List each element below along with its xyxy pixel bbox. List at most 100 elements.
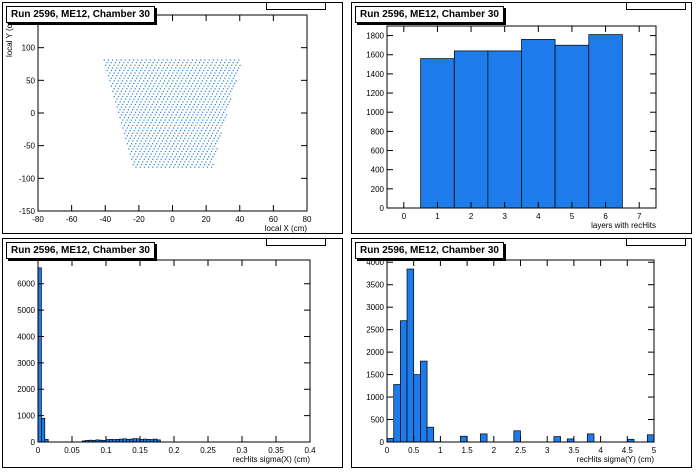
scatter-point: [192, 161, 194, 163]
scatter-point: [210, 88, 212, 90]
scatter-point: [221, 98, 223, 100]
scatter-point: [140, 77, 142, 79]
scatter-point: [143, 88, 145, 90]
scatter-point: [158, 137, 161, 139]
scatter-point: [192, 130, 194, 132]
scatter-point: [182, 156, 185, 158]
scatter-point: [164, 88, 166, 90]
scatter-point: [188, 153, 190, 155]
scatter-point: [196, 153, 199, 155]
scatter-point: [146, 98, 148, 100]
scatter-point: [191, 59, 193, 61]
scatter-point: [232, 62, 234, 64]
scatter-point: [144, 124, 146, 126]
scatter-point: [119, 77, 121, 79]
scatter-point: [141, 106, 143, 108]
scatter-point: [160, 150, 162, 153]
scatter-point: [229, 67, 231, 69]
scatter-point: [184, 161, 186, 163]
scatter-point: [153, 132, 155, 134]
y-tick-label: 0: [380, 438, 385, 447]
scatter-point: [109, 80, 111, 82]
scatter-point: [181, 166, 183, 168]
scatter-point: [198, 150, 200, 153]
scatter-point: [193, 111, 195, 113]
scatter-point: [150, 82, 152, 85]
scatter-point: [235, 80, 237, 82]
scatter-point: [212, 116, 214, 119]
scatter-point: [163, 161, 165, 163]
scatter-point: [147, 96, 149, 98]
scatter-point: [164, 166, 166, 168]
scatter-point: [196, 114, 198, 116]
scatter-point: [176, 103, 178, 106]
scatter-point: [215, 62, 217, 64]
scatter-point: [126, 127, 128, 129]
scatter-point: [163, 122, 165, 124]
scatter-point: [195, 148, 197, 150]
scatter-point: [228, 101, 230, 103]
scatter-point: [200, 114, 202, 116]
scatter-point: [145, 67, 147, 69]
scatter-point: [210, 64, 212, 66]
scatter-point: [147, 64, 149, 66]
scatter-point: [193, 119, 195, 121]
scatter-point: [171, 122, 173, 124]
scatter-point: [197, 72, 199, 74]
scatter-point: [159, 153, 161, 155]
scatter-point: [162, 67, 164, 69]
scatter-point: [170, 67, 173, 69]
scatter-point: [148, 69, 150, 72]
scatter-point: [182, 85, 184, 87]
scatter-point: [236, 69, 238, 72]
scatter-point: [204, 59, 206, 61]
scatter-point: [162, 114, 165, 116]
scatter-point: [135, 166, 137, 168]
scatter-point: [134, 111, 137, 113]
scatter-point: [110, 85, 112, 87]
scatter-point: [122, 80, 124, 82]
scatter-point: [198, 143, 200, 145]
scatter-point: [173, 62, 175, 64]
scatter-point: [173, 150, 175, 153]
scatter-point: [170, 164, 172, 166]
scatter-point: [135, 158, 137, 160]
scatter-point: [178, 148, 180, 150]
scatter-point: [156, 62, 158, 64]
chart-title: Run 2596, ME12, Chamber 30: [355, 242, 504, 259]
scatter-point: [165, 132, 168, 134]
scatter-point: [133, 82, 135, 85]
scatter-point: [225, 59, 227, 61]
scatter-point: [224, 77, 226, 79]
scatter-point: [129, 122, 131, 124]
scatter-point: [161, 148, 163, 150]
scatter-point: [155, 80, 157, 82]
scatter-point: [161, 109, 163, 111]
scatter-point: [175, 90, 177, 92]
scatter-point: [113, 80, 115, 82]
scatter-point: [112, 59, 114, 61]
scatter-point: [126, 143, 128, 145]
scatter-point: [185, 72, 187, 74]
scatter-point: [199, 116, 201, 119]
x-axis-label: recHits sigma(X) (cm): [233, 455, 311, 464]
scatter-point: [201, 137, 203, 139]
scatter-point: [125, 130, 127, 132]
scatter-point: [134, 64, 136, 66]
x-tick-label: 0.2: [168, 446, 180, 455]
scatter-point: [172, 72, 174, 74]
scatter-point: [215, 135, 217, 137]
scatter-point: [136, 93, 138, 95]
scatter-point: [191, 116, 193, 119]
scatter-point: [119, 85, 121, 87]
scatter-point: [147, 80, 149, 82]
scatter-point: [114, 69, 117, 72]
histogram-bar: [413, 374, 421, 443]
scatter-point: [172, 80, 174, 82]
scatter-point: [203, 85, 205, 87]
scatter-point: [117, 88, 119, 90]
scatter-point: [155, 111, 158, 113]
scatter-point: [189, 103, 191, 106]
scatter-point: [206, 135, 208, 137]
scatter-point: [153, 156, 155, 158]
